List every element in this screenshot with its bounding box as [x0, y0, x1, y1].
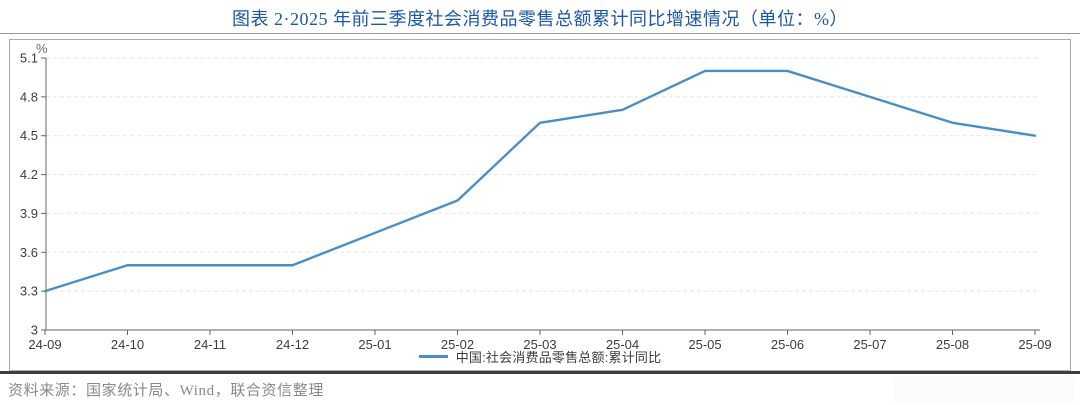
- svg-text:25-06: 25-06: [771, 337, 804, 352]
- svg-text:25-02: 25-02: [441, 337, 474, 352]
- svg-text:5.1: 5.1: [20, 51, 38, 66]
- svg-text:25-03: 25-03: [523, 337, 556, 352]
- svg-text:3: 3: [31, 323, 38, 338]
- svg-text:25-04: 25-04: [606, 337, 639, 352]
- svg-text:25-01: 25-01: [358, 337, 391, 352]
- svg-text:3.9: 3.9: [20, 206, 38, 221]
- svg-text:4.8: 4.8: [20, 89, 38, 104]
- svg-text:4.5: 4.5: [20, 128, 38, 143]
- svg-text:25-07: 25-07: [853, 337, 886, 352]
- chart-title: 图表 2·2025 年前三季度社会消费品零售总额累计同比增速情况（单位：%）: [232, 9, 848, 29]
- legend-series-label: 中国:社会消费品零售总额:累计同比: [455, 350, 662, 365]
- svg-text:24-09: 24-09: [28, 337, 61, 352]
- legend-line-swatch: [418, 355, 448, 358]
- watermark: [894, 377, 1074, 403]
- svg-text:24-12: 24-12: [276, 337, 309, 352]
- title-divider: [0, 33, 1080, 34]
- svg-text:25-05: 25-05: [688, 337, 721, 352]
- svg-text:4.2: 4.2: [20, 167, 38, 182]
- svg-text:3.3: 3.3: [20, 284, 38, 299]
- svg-text:24-10: 24-10: [111, 337, 144, 352]
- y-axis-unit-label: %: [36, 41, 48, 56]
- source-note: 资料来源：国家统计局、Wind，联合资信整理: [8, 383, 324, 399]
- line-chart: 3 3.3 3.6 3.9 4.2 4.5 4.8 5.1 24-09 24-10 24-11 24-…: [20, 51, 1052, 353]
- bottom-divider: [0, 371, 1080, 374]
- chart-panel: 3 3.3 3.6 3.9 4.2 4.5 4.8 5.1 24-09 24-10 24-11 24-…: [9, 39, 1071, 371]
- svg-text:25-08: 25-08: [936, 337, 969, 352]
- svg-text:3.6: 3.6: [20, 245, 38, 260]
- svg-text:24-11: 24-11: [194, 337, 226, 352]
- chart-legend: 中国:社会消费品零售总额:累计同比: [10, 347, 1070, 366]
- svg-text:25-09: 25-09: [1018, 337, 1051, 352]
